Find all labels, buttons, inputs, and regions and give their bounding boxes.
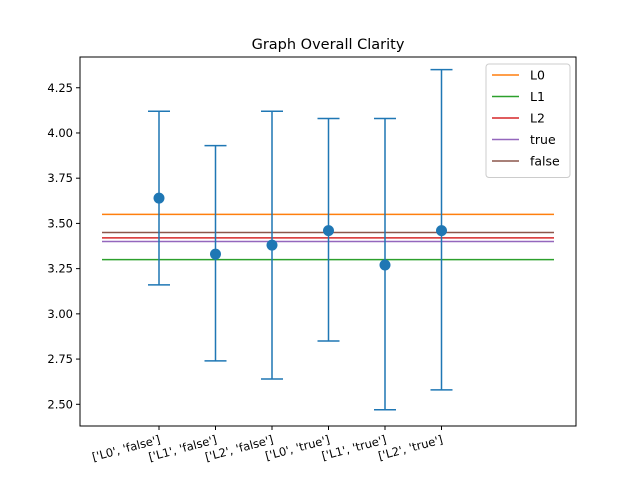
- y-tick-label-0: 2.50: [47, 397, 73, 411]
- x-axis: ['L0', 'false']['L1', 'false']['L2', 'fa…: [91, 426, 445, 464]
- legend-label-L0: L0: [530, 68, 545, 83]
- y-axis: 2.50 2.75 3.00 3.25 3.50 3.75 4.00 4.25: [47, 81, 80, 411]
- mean-points: [153, 192, 447, 271]
- plot-frame: [79, 56, 577, 427]
- x-tick-label-3: ['L0', 'true']: [264, 432, 332, 463]
- mean-point-5: [436, 225, 447, 237]
- mean-point-0: [153, 192, 165, 204]
- chart-title: Graph Overall Clarity: [252, 37, 405, 53]
- y-tick-label-1: 2.75: [47, 352, 73, 366]
- y-tick-label-4: 3.50: [47, 216, 73, 230]
- y-tick-label-2: 3.00: [47, 307, 73, 321]
- legend-label-L2: L2: [530, 111, 545, 126]
- mean-point-4: [379, 259, 391, 271]
- legend-box: [485, 63, 571, 178]
- mean-point-1: [210, 248, 221, 260]
- mean-point-3: [323, 225, 334, 237]
- y-tick-label-3: 3.25: [47, 262, 73, 276]
- legend-label-true: true: [530, 132, 556, 147]
- legend: L0 L1 L2 true false: [485, 63, 571, 178]
- legend-label-false: false: [530, 154, 560, 169]
- mean-point-2: [266, 239, 278, 251]
- y-tick-label-6: 4.00: [47, 126, 73, 140]
- x-tick-label-5: ['L2', 'true']: [377, 432, 445, 463]
- legend-label-L1: L1: [530, 89, 545, 104]
- y-tick-label-5: 3.75: [47, 171, 73, 185]
- y-tick-label-7: 4.25: [47, 81, 73, 95]
- x-tick-label-4: ['L1', 'true']: [320, 432, 388, 463]
